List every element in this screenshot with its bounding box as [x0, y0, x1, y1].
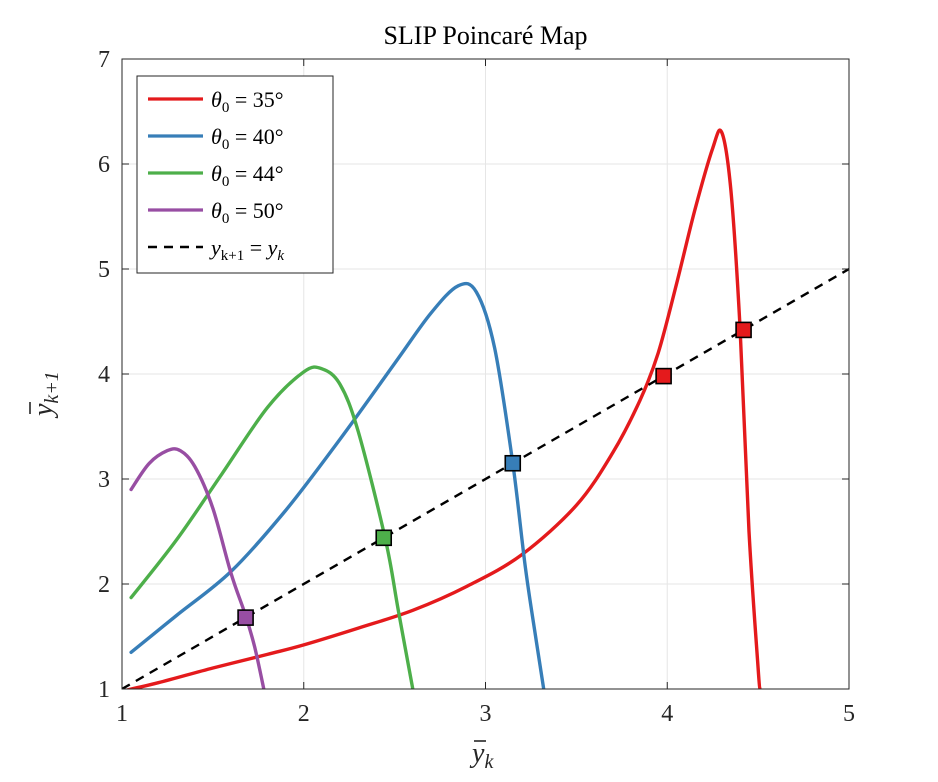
- y-tick-label: 2: [98, 572, 110, 598]
- x-axis-label-sub: k: [484, 751, 494, 773]
- legend: θ0 = 35°θ0 = 40°θ0 = 44°θ0 = 50°yk+1 = y…: [136, 75, 334, 274]
- series-line-1: [129, 281, 546, 689]
- fixed-point-marker: [655, 367, 672, 385]
- x-tick-label: 5: [843, 701, 855, 727]
- legend-var2: y: [266, 235, 278, 260]
- legend-var: θ: [211, 161, 222, 186]
- fixed-point-markers: [237, 321, 752, 626]
- x-tick-label: 4: [661, 701, 673, 727]
- svg-text:yk: yk: [469, 738, 494, 773]
- legend-rest: = 40°: [229, 124, 283, 149]
- y-tick-label: 4: [98, 362, 110, 388]
- legend-label-4: yk+1 = yk: [209, 235, 284, 264]
- y-tick-label: 3: [98, 467, 110, 493]
- fixed-point-marker: [237, 609, 254, 626]
- svg-text:yk+1: yk+1: [28, 371, 63, 419]
- series-line-3: [129, 447, 266, 689]
- legend-sub: 0: [222, 137, 230, 153]
- x-tick-label: 3: [480, 701, 492, 727]
- series-line-4: [122, 267, 849, 689]
- axis-ticks: 1 2 3 4 5 1 2 3 4 5 6 7: [98, 47, 855, 727]
- legend-rest: = 50°: [229, 198, 283, 223]
- legend-label-3: θ0 = 50°: [211, 198, 284, 227]
- legend-rest: =: [244, 235, 267, 260]
- series-group: [122, 128, 849, 689]
- legend-rest: = 35°: [229, 87, 283, 112]
- fixed-point-marker: [504, 454, 522, 472]
- legend-var: θ: [211, 198, 222, 223]
- legend-label-2: θ0 = 44°: [211, 161, 284, 190]
- legend-rest: = 44°: [229, 161, 283, 186]
- chart-title: SLIP Poincaré Map: [383, 21, 587, 50]
- x-tick-label: 2: [298, 701, 310, 727]
- x-axis-label-var: y: [469, 738, 485, 769]
- y-tick-label: 5: [98, 257, 110, 283]
- legend-sub: 0: [222, 100, 230, 116]
- legend-label-0: θ0 = 35°: [211, 87, 284, 116]
- y-axis-label: yk+1: [28, 371, 63, 419]
- y-axis-label-sub: k+1: [41, 371, 63, 403]
- legend-var: y: [209, 235, 221, 260]
- fixed-point-marker: [735, 321, 752, 339]
- y-tick-label: 6: [98, 152, 110, 178]
- fixed-point-marker: [375, 529, 393, 547]
- series-line-0: [123, 128, 762, 689]
- x-tick-label: 1: [116, 701, 128, 727]
- legend-sub2: k: [277, 248, 284, 264]
- y-tick-label: 1: [98, 677, 110, 703]
- legend-label-1: θ0 = 40°: [211, 124, 284, 153]
- x-axis-label: yk: [469, 738, 494, 773]
- legend-var: θ: [211, 124, 222, 149]
- legend-var: θ: [211, 87, 222, 112]
- y-axis-label-var: y: [28, 403, 59, 419]
- legend-sub: 0: [222, 174, 230, 190]
- legend-sub: 0: [222, 211, 230, 227]
- y-tick-label: 7: [98, 47, 110, 73]
- legend-sub: k+1: [221, 248, 244, 264]
